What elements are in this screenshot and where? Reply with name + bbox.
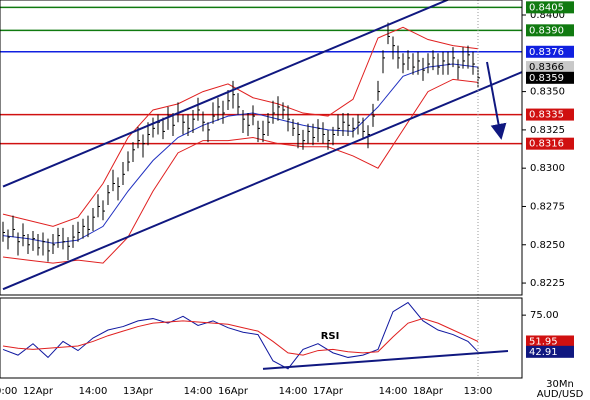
timeframe: 30Mn <box>546 379 574 390</box>
trend-line <box>2 71 522 291</box>
level-label: 0.8366 <box>529 62 564 73</box>
trend-line <box>262 350 509 370</box>
level-label-box <box>526 137 574 150</box>
indicator-line <box>2 63 479 244</box>
level-label: 0.8390 <box>529 25 564 36</box>
y-tick-label: 0.8400 <box>530 10 565 21</box>
level-label-box <box>526 45 574 58</box>
x-tick-label: 18Apr <box>413 386 444 397</box>
level-label: 0.8376 <box>529 47 564 58</box>
x-tick-label: 14:00 <box>379 386 408 397</box>
level-label: 51.95 <box>529 336 558 347</box>
level-label-box <box>526 108 574 121</box>
level-label-box <box>526 71 574 84</box>
y-tick-label: 0.8275 <box>530 201 565 212</box>
price-panel-frame <box>0 0 523 296</box>
y-tick-label: 0.8250 <box>530 240 565 251</box>
level-label: 42.91 <box>529 347 558 358</box>
x-tick-label: 14:00 <box>279 386 308 397</box>
level-label-box <box>526 61 574 74</box>
x-tick-label: 16Apr <box>218 386 249 397</box>
x-tick-label: 00:00 <box>0 386 17 397</box>
plot-layer: 0.8400 0.8350 0.8325 0.8300 0.8275 0.8250 0.82… <box>0 0 574 397</box>
rsi-panel-frame <box>0 297 523 379</box>
level-label: 0.8359 <box>529 73 564 84</box>
x-tick-label: 12Apr <box>23 386 54 397</box>
x-tick-label: 14:00 <box>184 386 213 397</box>
x-tick-label: 14:00 <box>79 386 108 397</box>
y-tick-label: 0.8350 <box>530 87 565 98</box>
forecast-arrow <box>486 61 507 140</box>
indicator-line <box>2 26 479 227</box>
x-tick-label: 17Apr <box>313 386 344 397</box>
y-tick-label: 0.8225 <box>530 278 565 289</box>
y-tick-label: 75.00 <box>530 310 559 321</box>
level-label: 0.8405 <box>529 2 564 13</box>
symbol: AUD/USD <box>537 389 584 400</box>
level-label: 0.8335 <box>529 110 564 121</box>
indicator-line <box>2 78 479 264</box>
rsi-title: RSI <box>321 331 340 342</box>
trend-line <box>2 0 449 188</box>
indicator-line <box>2 318 479 356</box>
indicator-line <box>2 301 479 370</box>
y-tick-label: 0.8300 <box>530 163 565 174</box>
level-label-box <box>526 335 574 348</box>
x-tick-label: 13:00 <box>464 386 493 397</box>
x-tick-label: 13Apr <box>123 386 154 397</box>
level-label-box <box>526 1 574 14</box>
level-label: 0.8316 <box>529 139 564 150</box>
level-label-box <box>526 24 574 37</box>
level-label-box <box>526 345 574 358</box>
y-tick-label: 0.8325 <box>530 125 565 136</box>
